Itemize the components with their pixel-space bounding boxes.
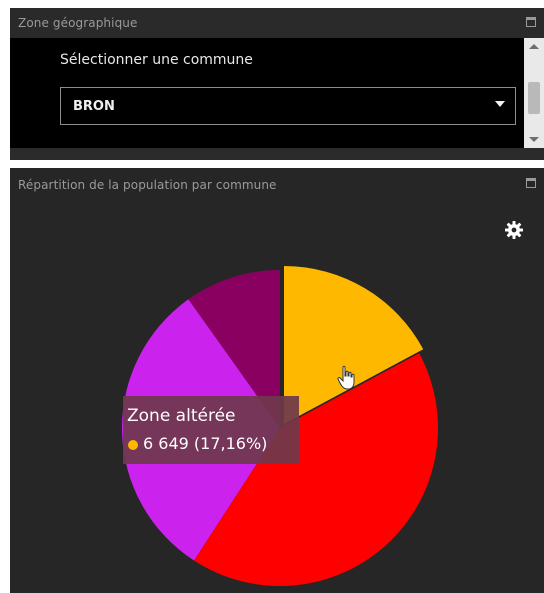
zone-panel-title: Zone géographique bbox=[18, 16, 138, 30]
pie-slice-1[interactable] bbox=[284, 266, 424, 424]
tooltip-legend-dot bbox=[128, 440, 138, 450]
scroll-up-icon[interactable] bbox=[529, 44, 539, 49]
commune-field-label: Sélectionner une commune bbox=[60, 52, 253, 68]
zone-panel-body: Sélectionner une commune BRON bbox=[10, 38, 524, 148]
gear-icon[interactable] bbox=[504, 220, 524, 240]
pie-slice-2[interactable] bbox=[194, 353, 439, 586]
population-pie-chart bbox=[121, 266, 439, 586]
scroll-down-icon[interactable] bbox=[529, 137, 539, 142]
population-panel: Répartition de la population par commune… bbox=[10, 168, 544, 593]
caret-down-icon[interactable] bbox=[495, 101, 505, 107]
tooltip-value: 6 649 (17,16%) bbox=[143, 434, 268, 453]
zone-panel-footer bbox=[10, 148, 544, 160]
zone-geographique-panel: Zone géographique Sélectionner une commu… bbox=[10, 8, 544, 160]
zone-panel-scrollbar[interactable] bbox=[524, 38, 544, 148]
commune-select-value: BRON bbox=[73, 99, 115, 114]
maximize-icon[interactable] bbox=[526, 17, 536, 27]
tooltip-label: Zone altérée bbox=[127, 406, 236, 426]
scroll-thumb[interactable] bbox=[528, 82, 540, 114]
maximize-icon[interactable] bbox=[526, 178, 536, 188]
population-panel-title: Répartition de la population par commune bbox=[18, 178, 277, 192]
chart-tooltip: Zone altérée 6 649 (17,16%) bbox=[123, 396, 299, 464]
hand-pointer-cursor-icon bbox=[337, 365, 355, 390]
commune-select[interactable]: BRON bbox=[60, 87, 516, 125]
pie-slice-4[interactable] bbox=[188, 270, 280, 428]
zone-panel-header: Zone géographique bbox=[10, 8, 544, 38]
